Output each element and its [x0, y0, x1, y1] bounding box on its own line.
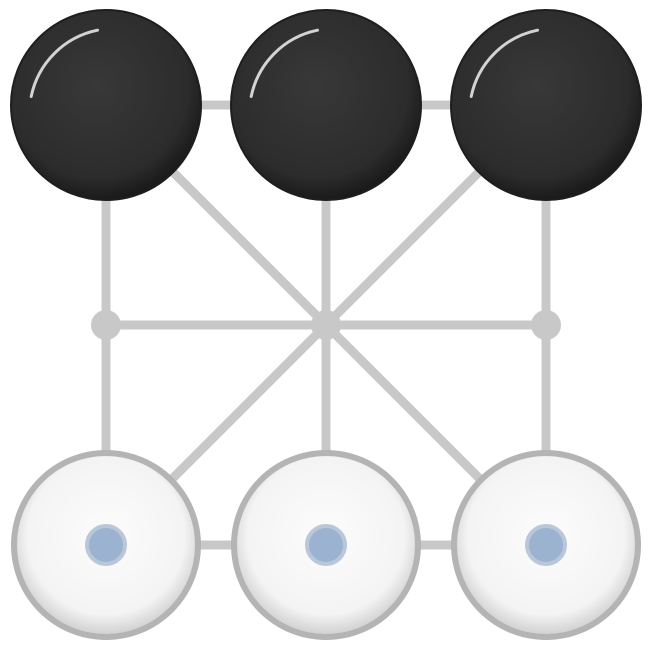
black-piece-highlight [29, 28, 99, 98]
white-piece-b1[interactable] [231, 450, 421, 640]
board-point-b2[interactable] [311, 310, 341, 340]
black-piece-highlight [249, 28, 319, 98]
white-piece-a1[interactable] [11, 450, 201, 640]
black-piece-highlight [469, 28, 539, 98]
move-marker-dot [85, 524, 127, 566]
black-piece-body [450, 9, 642, 201]
black-piece-a3[interactable] [10, 9, 202, 201]
white-piece-c1[interactable] [451, 450, 641, 640]
board-point-c2[interactable] [531, 310, 561, 340]
black-piece-body [230, 9, 422, 201]
black-piece-body [10, 9, 202, 201]
black-piece-b3[interactable] [230, 9, 422, 201]
move-marker-dot [525, 524, 567, 566]
move-marker-dot [305, 524, 347, 566]
pieces [10, 9, 642, 640]
board-points [91, 310, 561, 340]
board-point-a2[interactable] [91, 310, 121, 340]
black-piece-c3[interactable] [450, 9, 642, 201]
